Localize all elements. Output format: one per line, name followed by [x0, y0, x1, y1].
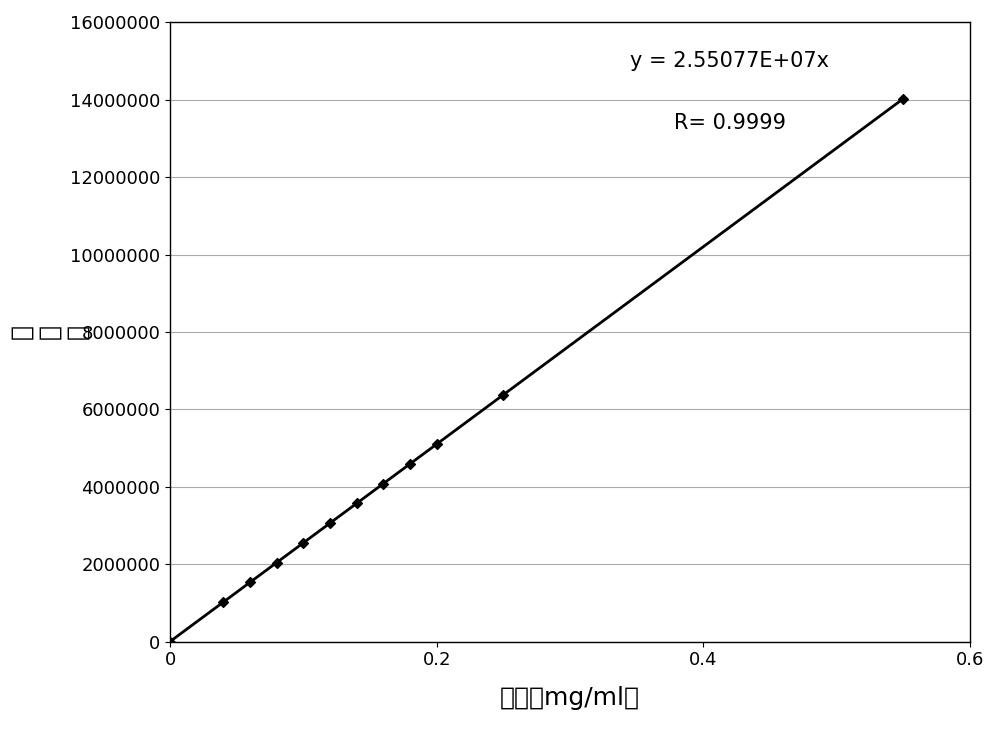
- Point: [242, 577, 258, 589]
- Text: y = 2.55077E+07x: y = 2.55077E+07x: [631, 51, 830, 71]
- X-axis label: 浓度（mg/ml）: 浓度（mg/ml）: [500, 686, 640, 710]
- Point: [215, 596, 231, 608]
- Text: R= 0.9999: R= 0.9999: [674, 113, 786, 133]
- Point: [375, 477, 391, 489]
- Point: [429, 438, 445, 450]
- Point: [322, 517, 338, 529]
- Point: [162, 636, 178, 648]
- Point: [895, 93, 911, 104]
- Point: [495, 389, 511, 401]
- Point: [402, 458, 418, 470]
- Point: [269, 557, 285, 568]
- Point: [349, 498, 365, 510]
- Y-axis label: 峰
面
积: 峰 面 积: [9, 325, 89, 339]
- Point: [295, 537, 311, 549]
